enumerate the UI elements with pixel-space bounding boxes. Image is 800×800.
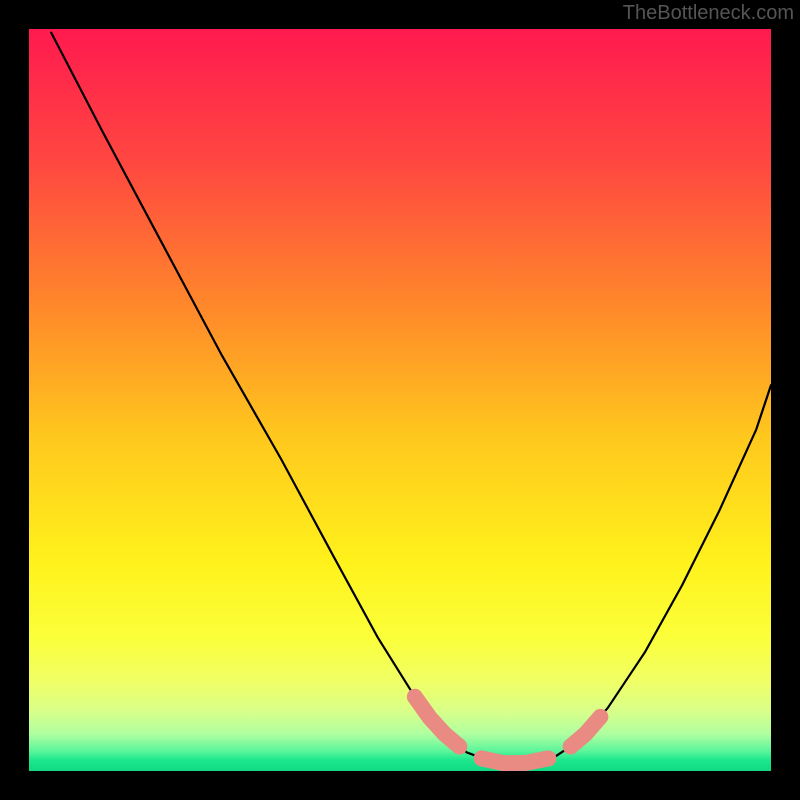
chart-stage: TheBottleneck.com xyxy=(0,0,800,800)
chart-svg xyxy=(0,0,800,800)
gradient-background xyxy=(29,29,771,771)
highlight-segment xyxy=(482,758,549,763)
watermark-label: TheBottleneck.com xyxy=(623,2,794,25)
